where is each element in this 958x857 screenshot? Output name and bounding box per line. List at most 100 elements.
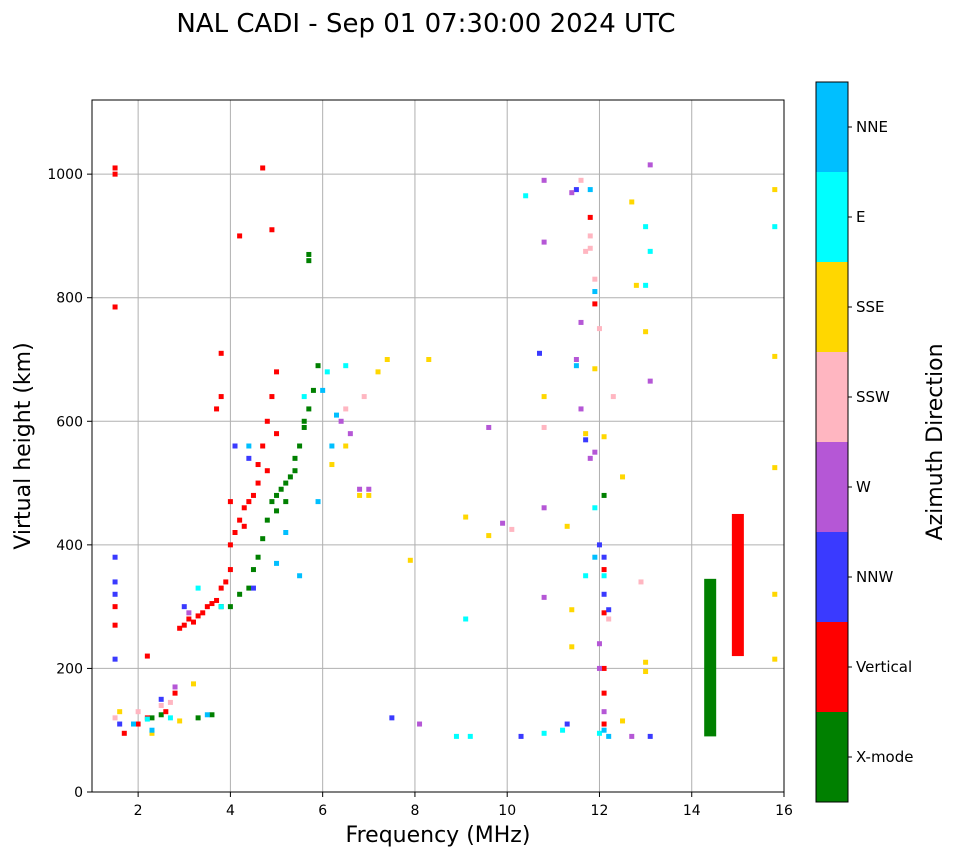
data-point-nne: [297, 573, 303, 579]
data-point-x-mode: [195, 715, 201, 721]
data-point-w: [541, 239, 547, 245]
data-point-ssw: [583, 248, 589, 254]
plot-frame: [91, 99, 785, 793]
data-point-vertical: [269, 227, 275, 233]
data-point-e: [592, 505, 598, 511]
data-point-w: [596, 641, 602, 647]
data-point-w: [647, 162, 653, 168]
data-point-vertical: [223, 579, 229, 585]
data-point-x-mode: [264, 517, 270, 523]
data-point-w: [541, 594, 547, 600]
y-tick-label: 0: [74, 785, 83, 801]
x-tick-label: 12: [591, 803, 609, 819]
data-point-vertical: [241, 523, 247, 529]
colorbar-label-item: SSE: [856, 298, 885, 316]
data-point-vertical: [246, 499, 252, 505]
data-point-x-mode: [274, 492, 280, 498]
y-tick-label: 200: [56, 661, 83, 677]
data-point-vertical: [144, 653, 150, 659]
x-tick-label: 14: [683, 803, 701, 819]
data-point-e: [167, 715, 173, 721]
data-point-nne: [573, 363, 579, 369]
data-point-ssw: [112, 715, 118, 721]
data-point-vertical: [250, 492, 256, 498]
colorbar-label: Azimuth Direction: [923, 343, 948, 540]
data-point-sse: [772, 465, 778, 471]
data-point-nnw: [232, 443, 238, 449]
data-point-w: [587, 455, 593, 461]
data-point-w: [172, 684, 178, 690]
data-point-nnw: [564, 721, 570, 727]
x-tick-label: 6: [318, 803, 327, 819]
data-point-vertical: [269, 394, 275, 400]
data-point-vertical: [227, 567, 233, 573]
data-point-vertical: [218, 394, 224, 400]
data-point-ssw: [610, 394, 616, 400]
data-point-sse: [633, 282, 639, 288]
data-point-sse: [149, 730, 155, 736]
data-point-x-mode: [158, 712, 164, 718]
data-point-nnw: [181, 604, 187, 610]
data-point-nnw: [596, 542, 602, 548]
x-tick-label: 10: [498, 803, 516, 819]
data-point-vertical: [227, 499, 233, 505]
data-point-nne: [587, 187, 593, 193]
data-point-x-mode: [274, 508, 280, 514]
data-point-x-mode: [250, 567, 256, 573]
data-point-w: [601, 709, 607, 715]
data-point-e: [144, 716, 150, 722]
colorbar-segment: [816, 442, 848, 532]
data-point-vertical: [255, 462, 261, 468]
data-point-e: [647, 248, 653, 254]
colorbar-segment: [816, 532, 848, 622]
data-point-nne: [601, 727, 607, 733]
data-point-sse: [620, 474, 626, 480]
data-point-w: [578, 406, 584, 412]
x-tick-label: 16: [775, 803, 793, 819]
data-point-nnw: [250, 585, 256, 591]
data-point-nne: [149, 727, 155, 733]
data-point-vertical: [601, 690, 607, 696]
data-point-vertical: [186, 616, 192, 622]
data-point-sse: [463, 514, 469, 520]
data-point-x-mode: [246, 585, 252, 591]
colorbar-label-item: NNW: [856, 568, 893, 586]
data-point-e: [772, 224, 778, 230]
colorbar-segment: [816, 352, 848, 442]
data-point-vertical: [601, 721, 607, 727]
data-point-ssw: [509, 526, 515, 532]
data-point-w: [347, 431, 353, 437]
data-point-e: [467, 733, 473, 739]
data-point-e: [643, 224, 649, 230]
data-point-ssw: [638, 579, 644, 585]
data-point-nne: [592, 289, 598, 295]
x-axis-ticks: 2 4 6 8 10 12 14 16: [134, 792, 793, 819]
y-tick-label: 600: [56, 414, 83, 430]
data-point-vertical: [112, 165, 118, 171]
data-point-sse: [343, 443, 349, 449]
data-point-nnw: [606, 607, 612, 613]
data-point-vertical: [190, 619, 196, 625]
colorbar-segment: [816, 712, 848, 802]
y-tick-label: 1000: [47, 167, 83, 183]
data-point-x-mode: [260, 536, 266, 542]
data-point-sse: [772, 656, 778, 662]
data-point-vertical: [121, 730, 127, 736]
data-point-sse: [190, 681, 196, 687]
data-point-ssw: [167, 699, 173, 705]
data-point-sse: [564, 523, 570, 529]
data-point-e: [463, 616, 469, 622]
data-point-sse: [407, 557, 413, 563]
data-point-vertical: [163, 709, 169, 715]
data-point-vertical: [264, 468, 270, 474]
data-point-vertical: [181, 622, 187, 628]
data-point-nne: [329, 443, 335, 449]
data-point-nnw: [112, 554, 118, 560]
data-point-e: [324, 369, 330, 375]
data-point-x-mode: [301, 418, 307, 424]
data-point-x-mode: [209, 712, 215, 718]
colorbar-label-item: Vertical: [856, 658, 912, 676]
data-point-nne: [320, 387, 326, 393]
data-point-sse: [601, 434, 607, 440]
data-point-nnw: [389, 715, 395, 721]
